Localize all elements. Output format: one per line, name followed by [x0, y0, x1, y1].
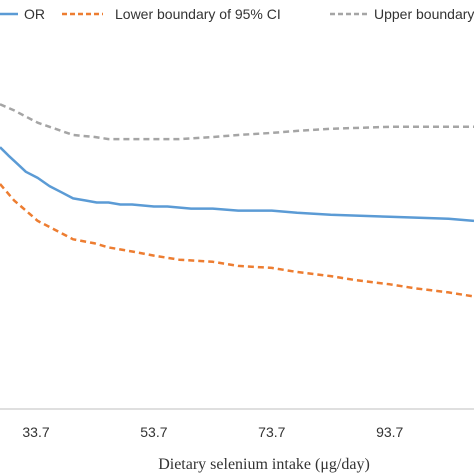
legend-label-lower-ci: Lower boundary of 95% CI: [115, 6, 281, 22]
series-line-or: [0, 146, 474, 223]
legend: OR Lower boundary of 95% CI Upper bounda…: [0, 6, 474, 22]
series-layer: [0, 103, 474, 298]
legend-label-or: OR: [24, 6, 45, 22]
x-tick-label: 53.7: [140, 424, 167, 440]
x-tick-label: 33.7: [22, 424, 49, 440]
series-line-upper-ci: [0, 103, 474, 141]
x-tick-labels: 33.7 53.7 73.7 93.7: [22, 424, 403, 440]
x-axis-title: Dietary selenium intake (μg/day): [158, 456, 370, 473]
series-line-lower-ci: [0, 183, 474, 298]
legend-label-upper-ci: Upper boundary of 95% CI: [374, 6, 474, 22]
x-tick-label: 93.7: [376, 424, 403, 440]
x-tick-label: 73.7: [258, 424, 285, 440]
